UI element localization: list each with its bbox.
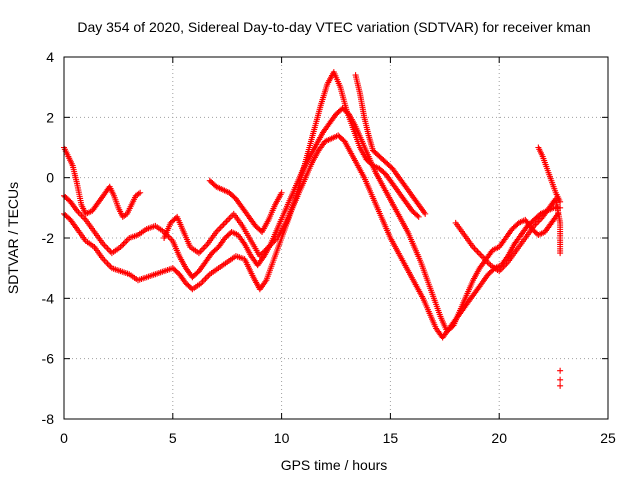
data-point [475, 250, 482, 257]
series-track-6 [352, 72, 429, 217]
data-point [557, 382, 564, 389]
series-track-4 [161, 69, 422, 260]
y-tick-label: -6 [42, 351, 55, 367]
data-point [205, 272, 212, 279]
data-point [422, 210, 429, 217]
y-tick-label: 0 [46, 170, 54, 186]
data-point [101, 242, 108, 249]
data-point [223, 218, 230, 225]
data-point [203, 274, 210, 281]
data-point [216, 225, 223, 232]
data-point [123, 238, 130, 245]
data-point [415, 213, 422, 220]
data-point [105, 262, 112, 269]
data-point [219, 222, 226, 229]
data-marks [61, 69, 564, 389]
data-point [557, 376, 564, 383]
x-tick-label: 15 [383, 430, 399, 446]
data-point [449, 323, 456, 330]
data-point [200, 245, 207, 252]
series-track-8 [535, 144, 564, 205]
y-tick-label: 4 [46, 49, 54, 65]
series-track-5 [206, 177, 285, 235]
data-point [278, 189, 285, 196]
series-isolated [557, 367, 564, 389]
data-point [217, 224, 224, 231]
data-point [472, 247, 479, 254]
data-point [414, 212, 421, 219]
y-tick-label: 2 [46, 109, 54, 125]
x-tick-label: 20 [491, 430, 507, 446]
data-point [557, 367, 564, 374]
data-point [203, 242, 210, 249]
data-point [104, 260, 111, 267]
x-tick-label: 0 [60, 430, 68, 446]
y-tick-label: -2 [42, 230, 55, 246]
series-track-7 [452, 195, 564, 275]
data-point [78, 212, 85, 219]
series-track-1 [61, 144, 144, 220]
data-point [81, 215, 88, 222]
data-point [120, 241, 127, 248]
x-tick-label: 25 [600, 430, 616, 446]
y-axis-label: SDTVAR / TECUs [5, 182, 21, 294]
data-point [214, 227, 221, 234]
data-point [471, 245, 478, 252]
data-point [200, 277, 207, 284]
data-point [199, 278, 206, 285]
data-point [103, 244, 110, 251]
data-point [101, 257, 108, 264]
data-point [478, 253, 485, 260]
data-point [477, 251, 484, 258]
data-point [227, 213, 234, 220]
data-point [220, 221, 227, 228]
data-point [222, 219, 229, 226]
data-point [474, 248, 481, 255]
x-tick-label: 5 [169, 430, 177, 446]
x-axis-label: GPS time / hours [281, 457, 388, 473]
data-point [197, 248, 204, 255]
data-point [137, 189, 144, 196]
data-point [201, 244, 208, 251]
data-point [103, 259, 110, 266]
data-point [202, 275, 209, 282]
y-tick-label: -8 [42, 411, 55, 427]
tick-labels: 0 5 10 15 20 25 -8 -6 -4 -2 0 2 4 [42, 49, 616, 446]
data-point [119, 242, 126, 249]
data-point [121, 239, 128, 246]
chart-title: Day 354 of 2020, Sidereal Day-to-day VTE… [77, 19, 590, 35]
data-point [557, 198, 564, 205]
plot-frame [63, 56, 609, 420]
data-point [226, 215, 233, 222]
data-point [486, 260, 493, 267]
data-point [557, 250, 564, 257]
data-point [104, 245, 111, 252]
x-tick-label: 10 [274, 430, 290, 446]
y-tick-label: -4 [42, 290, 55, 306]
data-point [224, 216, 231, 223]
